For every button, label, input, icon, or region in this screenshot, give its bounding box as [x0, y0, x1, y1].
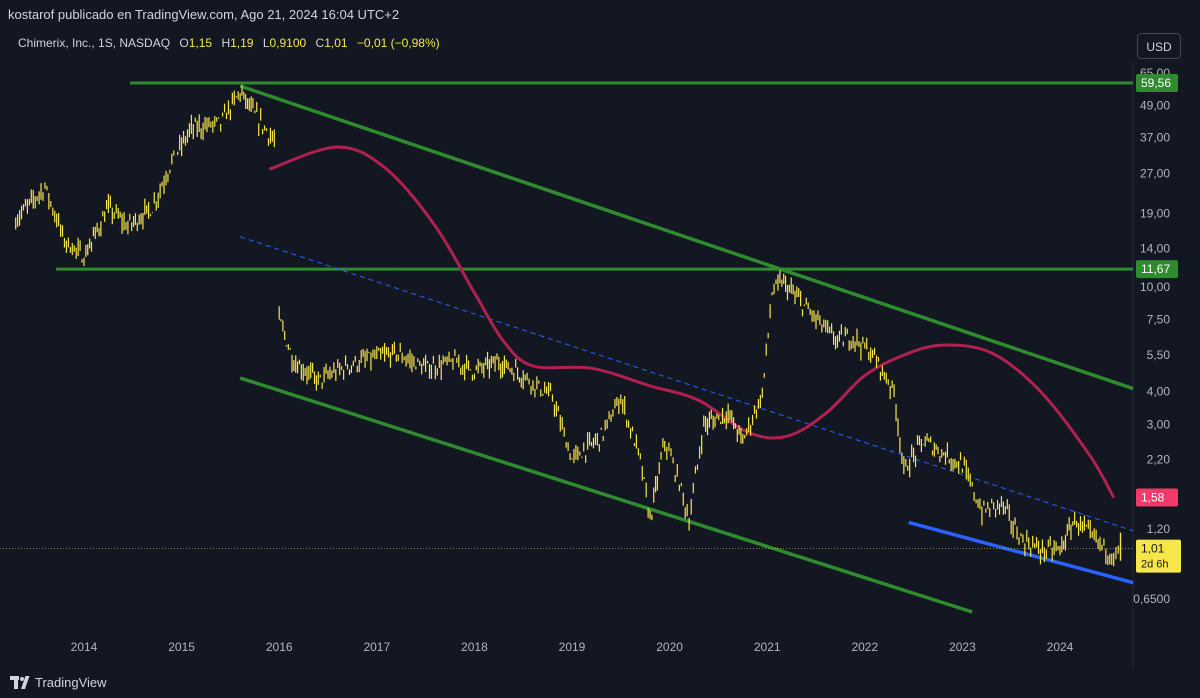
support-line — [908, 520, 1134, 585]
tradingview-logo-icon — [10, 676, 30, 689]
time-axis-band — [0, 632, 1133, 668]
price-label-box — [1136, 260, 1178, 279]
y-tick-label: 2,20 — [1147, 453, 1171, 467]
x-tick-label: 2014 — [71, 640, 98, 654]
symbol-legend: Chimerix, Inc., 1S, NASDAQ O1,15 H1,19 L… — [18, 36, 440, 50]
x-tick-label: 2016 — [266, 640, 293, 654]
y-tick-label: 0,6500 — [1133, 592, 1170, 606]
close-value: 1,01 — [324, 36, 348, 50]
last-price-text: 1,01 — [1141, 542, 1165, 556]
close-label: C — [315, 36, 325, 50]
upper-channel-line — [239, 84, 1134, 391]
symbol-name: Chimerix, Inc., 1S, NASDAQ — [18, 36, 171, 50]
x-tick-label: 2019 — [559, 640, 586, 654]
x-tick-label: 2024 — [1047, 640, 1074, 654]
x-tick-label: 2018 — [461, 640, 488, 654]
x-tick-label: 2022 — [851, 640, 878, 654]
drawings-layer — [56, 81, 1134, 614]
price-series-layer — [0, 85, 1133, 567]
x-tick-label: 2020 — [656, 640, 683, 654]
price-labels-layer: 59,56 11,67 1,58 1,01 2d 6h — [1136, 73, 1181, 573]
channel-mid-line — [240, 236, 1134, 532]
y-tick-label: 4,00 — [1147, 384, 1171, 398]
high-label: H — [221, 36, 231, 50]
price-axis: 65,00 49,00 37,00 27,00 19,00 14,00 10,00 7,50 5… — [1133, 66, 1170, 606]
high-value: 1,19 — [230, 36, 254, 50]
currency-button[interactable]: USD — [1137, 33, 1181, 59]
y-tick-label: 14,00 — [1140, 241, 1170, 255]
open-value: 1,15 — [188, 36, 213, 50]
y-tick-label: 10,00 — [1140, 280, 1170, 294]
time-axis: 2014 2015 2016 2017 2018 2019 2020 2021 2022 2023… — [71, 640, 1074, 654]
cycle-curve — [268, 145, 1116, 499]
footer-brand: TradingView — [35, 675, 107, 690]
x-tick-label: 2015 — [168, 640, 195, 654]
low-label: L — [262, 36, 270, 50]
footer-bar: TradingView — [0, 668, 1200, 698]
countdown-text: 2d 6h — [1141, 559, 1169, 571]
x-tick-label: 2021 — [754, 640, 781, 654]
y-tick-label: 49,00 — [1140, 98, 1170, 112]
y-tick-label: 7,50 — [1147, 313, 1171, 327]
open-label: O — [179, 36, 189, 50]
price-label-text: 1,58 — [1141, 491, 1165, 505]
price-label-text: 11,67 — [1141, 262, 1170, 276]
y-tick-label: 3,00 — [1147, 417, 1171, 431]
x-tick-label: 2017 — [363, 640, 390, 654]
change-value: −0,01 (−0,98%) — [356, 36, 440, 50]
low-value: 0,9100 — [269, 36, 307, 50]
y-tick-label: 5,50 — [1147, 348, 1171, 362]
y-tick-label: 37,00 — [1140, 130, 1170, 144]
y-tick-label: 27,00 — [1140, 166, 1170, 180]
publisher-line: kostarof publicado en TradingView.com, A… — [8, 7, 400, 22]
y-tick-label: 65,00 — [1140, 66, 1170, 80]
price-label-box — [1136, 488, 1178, 507]
x-tick-label: 2023 — [949, 640, 976, 654]
lower-channel-line — [239, 376, 973, 614]
price-label-box — [1136, 73, 1178, 92]
price-label-text: 59,56 — [1141, 76, 1171, 90]
y-tick-label: 1,20 — [1147, 522, 1171, 536]
last-price-box — [1136, 539, 1181, 573]
y-tick-label: 19,00 — [1140, 206, 1170, 220]
